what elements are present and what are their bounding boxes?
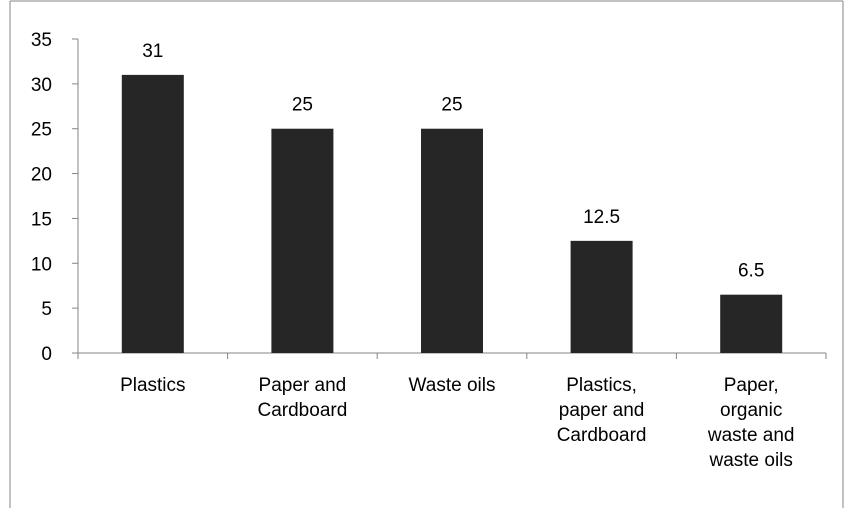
- category-label-line: Cardboard: [258, 400, 348, 421]
- y-tick-label: 35: [31, 30, 52, 51]
- category-label-line: paper and: [559, 400, 645, 421]
- category-label-line: Cardboard: [557, 425, 647, 446]
- bar: [720, 294, 783, 353]
- data-labels: 31 25 25 12.5 6.5: [142, 41, 764, 282]
- y-tick-label: 30: [31, 75, 52, 96]
- category-label-line: Paper and: [259, 375, 347, 396]
- category-label: Paper and Cardboard: [258, 375, 348, 421]
- bar: [121, 74, 184, 353]
- data-label: 25: [441, 95, 462, 116]
- y-tick-label: 0: [41, 344, 52, 365]
- y-axis: 0 5 10 15 20 25 30 35: [31, 30, 79, 365]
- bar-series: [121, 74, 783, 353]
- category-label: Waste oils: [409, 375, 496, 396]
- data-label: 31: [142, 41, 163, 62]
- category-label-line: waste and: [707, 425, 795, 446]
- y-tick-label: 25: [31, 120, 52, 141]
- data-label: 6.5: [738, 261, 764, 282]
- bar: [570, 240, 633, 353]
- category-label-line: waste oils: [708, 450, 792, 471]
- category-label-line: organic: [720, 400, 782, 421]
- category-label: Plastics, paper and Cardboard: [557, 375, 647, 446]
- category-label: Paper, organic waste and waste oils: [707, 375, 795, 471]
- category-label-line: Plastics,: [566, 375, 637, 396]
- bar: [421, 128, 483, 353]
- category-label: Plastics: [120, 375, 185, 396]
- data-label: 12.5: [583, 207, 620, 228]
- data-label: 25: [292, 95, 313, 116]
- category-labels: Plastics Paper and Cardboard Waste oils Plas…: [120, 375, 794, 471]
- x-axis: [77, 352, 827, 359]
- y-tick-label: 5: [41, 299, 52, 320]
- bar: [271, 128, 334, 353]
- category-label-line: Waste oils: [409, 375, 496, 396]
- y-tick-label: 10: [31, 254, 52, 275]
- category-label-line: Paper,: [724, 375, 779, 396]
- category-label-line: Plastics: [120, 375, 185, 396]
- y-tick-label: 20: [31, 165, 52, 186]
- y-tick-label: 15: [31, 209, 52, 230]
